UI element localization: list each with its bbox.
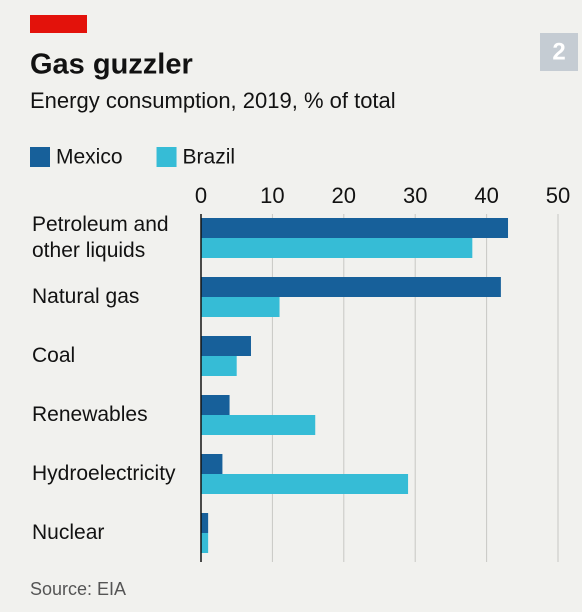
chart-title: Gas guzzler (30, 49, 193, 81)
bar (201, 277, 501, 297)
bar (201, 297, 280, 317)
source: Source: EIA (30, 579, 126, 599)
category-label: Renewables (32, 403, 148, 426)
chart-number: 2 (552, 38, 565, 65)
chart-subtitle: Energy consumption, 2019, % of total (30, 88, 396, 113)
bar (201, 533, 209, 553)
legend-swatch (30, 147, 50, 167)
bar (201, 474, 409, 494)
bar (201, 415, 316, 435)
category-label: Nuclear (32, 521, 105, 544)
bar (201, 238, 473, 258)
category-label: Natural gas (32, 285, 140, 308)
x-tick-label: 30 (403, 183, 427, 208)
badge (540, 33, 578, 71)
legend-swatch (156, 147, 177, 167)
x-tick-label: 10 (260, 183, 284, 208)
bar (201, 218, 509, 238)
category-label: Hydroelectricity (32, 462, 176, 485)
legend-label: Brazil (183, 146, 236, 169)
bar (201, 336, 251, 356)
bar (201, 395, 230, 415)
x-tick-label: 20 (332, 183, 356, 208)
bar (201, 356, 237, 376)
brand-tag (30, 15, 87, 33)
x-tick-label: 40 (474, 183, 498, 208)
bar (201, 454, 223, 474)
category-label: Petroleum and other liquids (32, 213, 169, 262)
bar (201, 513, 209, 533)
x-tick-label: 0 (195, 183, 207, 208)
x-tick-label: 50 (546, 183, 570, 208)
legend-label: Mexico (56, 146, 123, 169)
category-label: Coal (32, 344, 76, 367)
